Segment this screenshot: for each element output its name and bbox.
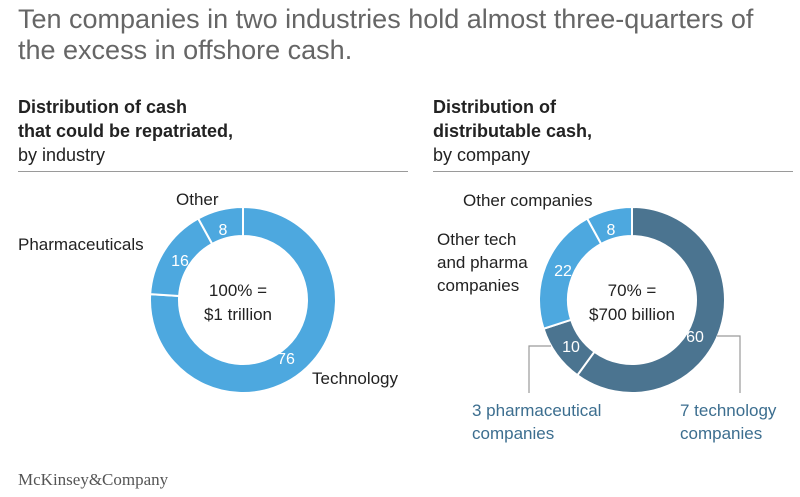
right-label-tech-line-2: companies bbox=[680, 424, 762, 443]
left-heading-line-1: Distribution of cash bbox=[18, 97, 188, 117]
right-center-line-1: 70% = bbox=[608, 281, 657, 300]
chart-title: Ten companies in two industries hold alm… bbox=[18, 4, 754, 65]
left-divider bbox=[18, 171, 408, 172]
right-center-line-2: $700 billion bbox=[589, 305, 675, 324]
left-heading-subtitle: by industry bbox=[18, 145, 106, 165]
left-center-line-1: 100% = bbox=[209, 281, 267, 300]
right-leader-pharma bbox=[528, 345, 551, 393]
right-heading-line-1: Distribution of bbox=[433, 97, 556, 117]
left-heading-line-2: that could be repatriated, bbox=[18, 121, 234, 141]
right-label-pharma-line-2: companies bbox=[472, 424, 554, 443]
left-value-pharmaceuticals: 16 bbox=[171, 253, 189, 270]
left-value-other: 8 bbox=[219, 222, 228, 239]
right-label-tech-line-1: 7 technology bbox=[680, 401, 777, 420]
left-label-technology: Technology bbox=[312, 369, 399, 388]
right-donut-slice-3 bbox=[585, 205, 633, 246]
right-heading-line-2: distributable cash, bbox=[433, 121, 593, 141]
right-value-other-companies: 8 bbox=[607, 222, 616, 239]
left-center-line-2: $1 trillion bbox=[204, 305, 272, 324]
left-label-pharmaceuticals: Pharmaceuticals bbox=[18, 235, 144, 254]
right-divider bbox=[433, 171, 793, 172]
right-label-other-tech-line-3: companies bbox=[437, 276, 519, 295]
right-chart-heading: Distribution of distributable cash, by c… bbox=[433, 95, 592, 167]
left-donut-slice-0 bbox=[149, 205, 337, 394]
left-value-technology: 76 bbox=[277, 351, 295, 368]
right-label-pharma-line-1: 3 pharmaceutical bbox=[472, 401, 601, 420]
left-chart-heading: Distribution of cash that could be repat… bbox=[18, 95, 233, 167]
left-donut-slice-2 bbox=[196, 205, 244, 246]
right-value-pharmaceutical: 10 bbox=[562, 339, 580, 356]
right-value-other-tech-pharma: 22 bbox=[554, 263, 572, 280]
mckinsey-logo: McKinsey&Company bbox=[18, 470, 169, 489]
right-donut-chart bbox=[538, 205, 726, 394]
right-label-other-tech-line-2: and pharma bbox=[437, 253, 528, 272]
right-label-other-companies: Other companies bbox=[463, 191, 592, 210]
right-leader-tech bbox=[717, 335, 741, 393]
left-label-other: Other bbox=[176, 190, 219, 209]
right-label-other-tech-line-1: Other tech bbox=[437, 230, 516, 249]
left-donut-chart bbox=[149, 205, 337, 394]
right-heading-subtitle: by company bbox=[433, 145, 531, 165]
right-donut-slice-0 bbox=[575, 205, 726, 394]
right-value-technology: 60 bbox=[686, 329, 704, 346]
